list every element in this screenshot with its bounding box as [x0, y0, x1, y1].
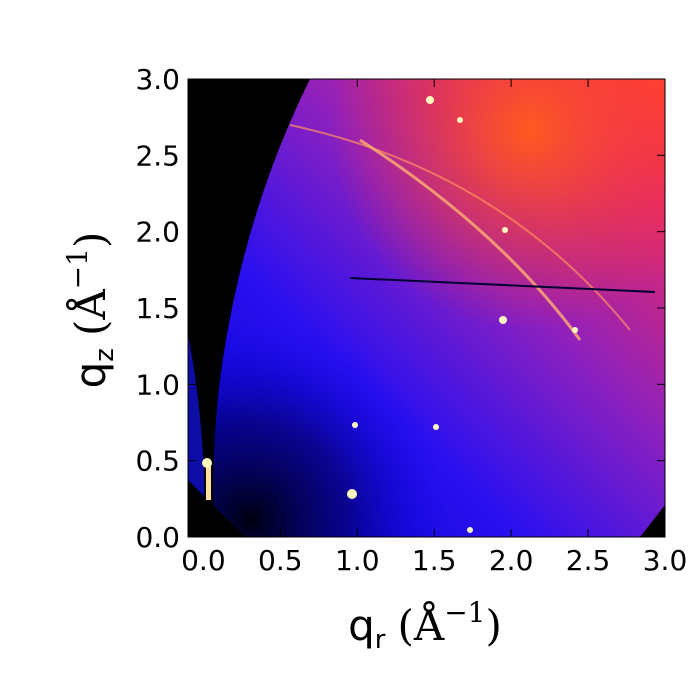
x-label-sup: −1 — [444, 596, 485, 629]
x-tick-label: 1.5 — [412, 544, 457, 577]
y-axis-label: qz (Å−1) — [61, 232, 120, 389]
x-label-base: q — [348, 601, 375, 650]
x-tick-label: 0.5 — [258, 544, 303, 577]
x-tick-label: 2.0 — [489, 544, 534, 577]
x-tick-label: 3.0 — [643, 544, 688, 577]
y-tick-label: 2.0 — [135, 216, 180, 249]
y-label-sub: z — [90, 348, 120, 362]
x-label-unit: (Å — [397, 600, 444, 650]
y-tick-label: 0.5 — [135, 445, 180, 478]
y-tick-label: 3.0 — [135, 63, 180, 96]
x-label-close: ) — [485, 601, 501, 650]
y-label-close: ) — [66, 232, 115, 248]
y-label-sup: −1 — [61, 248, 94, 289]
y-tick-label: 2.5 — [135, 139, 180, 172]
y-label-unit: (Å — [65, 289, 115, 336]
y-tick-label: 1.0 — [135, 368, 180, 401]
x-tick-label: 0.0 — [181, 544, 226, 577]
y-label-base: q — [66, 362, 115, 389]
detector-image — [188, 79, 665, 537]
x-tick-label: 1.0 — [335, 544, 380, 577]
x-tick-label: 2.5 — [566, 544, 611, 577]
x-label-sub: r — [375, 625, 386, 655]
x-axis-label: qr (Å−1) — [348, 596, 502, 655]
y-tick-label: 0.0 — [135, 521, 180, 554]
y-tick-label: 1.5 — [135, 292, 180, 325]
